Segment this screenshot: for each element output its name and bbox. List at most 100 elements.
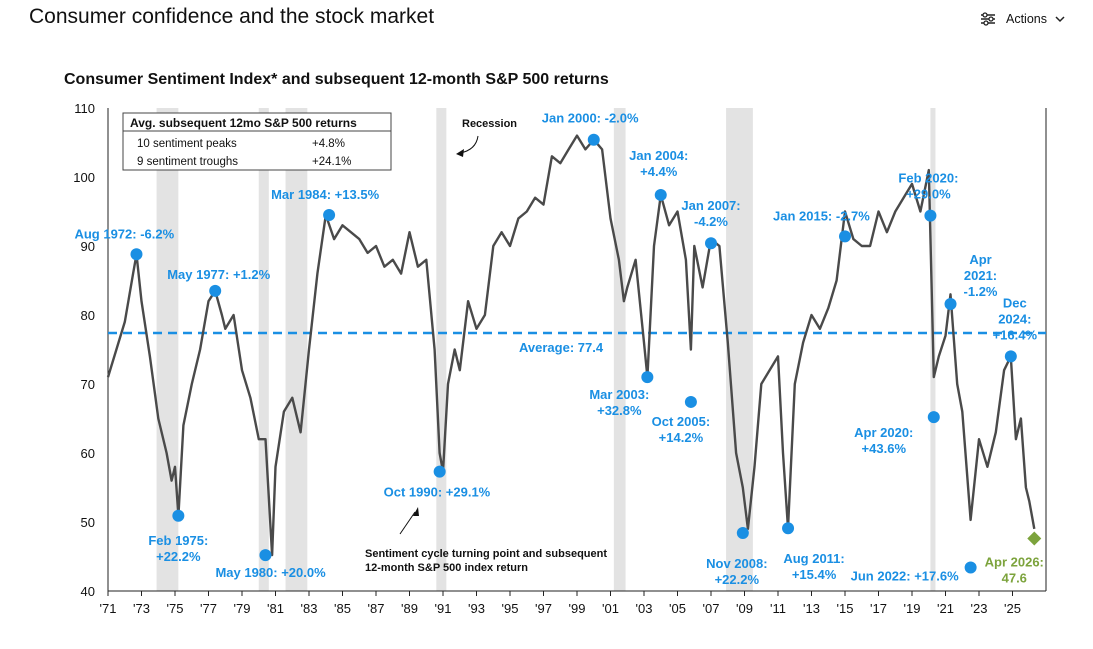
- turning-point: [1004, 350, 1017, 363]
- latest-marker: [1027, 531, 1042, 546]
- x-tick-label: '93: [468, 601, 485, 616]
- point-label: +16.4%: [993, 327, 1038, 342]
- x-tick-label: '85: [334, 601, 351, 616]
- point-label: Apr 2020:: [854, 425, 913, 440]
- table-row-label: 9 sentiment troughs: [137, 156, 238, 168]
- turning-point: [433, 465, 446, 478]
- x-tick-label: '19: [904, 601, 921, 616]
- latest-label-line: 47.6: [1002, 571, 1027, 586]
- recession-band: [436, 108, 447, 591]
- x-tick-label: '13: [803, 601, 820, 616]
- turning-point: [782, 522, 795, 535]
- point-label: Jan 2000: -2.0%: [542, 111, 639, 126]
- turning-point: [927, 411, 940, 424]
- point-label: Aug 2011:: [783, 551, 844, 566]
- series-line: [106, 134, 1036, 557]
- chart-title: Consumer Sentiment Index* and subsequent…: [64, 71, 609, 88]
- point-label: +32.8%: [597, 403, 642, 418]
- x-tick-label: '91: [435, 601, 452, 616]
- turning-point: [654, 188, 667, 201]
- turning-point: [209, 284, 222, 297]
- x-tick-label: '03: [636, 601, 653, 616]
- turning-point: [944, 297, 957, 310]
- x-tick-label: '07: [703, 601, 720, 616]
- chevron-down-icon: [1055, 16, 1065, 23]
- chart: Consumer Sentiment Index* and subsequent…: [64, 71, 1047, 616]
- point-label: Dec: [1003, 295, 1027, 310]
- point-label: Oct 2005:: [652, 414, 711, 429]
- table-header: Avg. subsequent 12mo S&P 500 returns: [130, 116, 357, 130]
- note-line: Sentiment cycle turning point and subseq…: [365, 548, 607, 560]
- point-label: Apr: [969, 252, 991, 267]
- x-tick-label: '25: [1004, 601, 1021, 616]
- average-label: Average: 77.4: [519, 340, 604, 355]
- turning-point: [323, 208, 336, 221]
- x-tick-label: '21: [937, 601, 954, 616]
- recession-bands: [156, 108, 936, 591]
- x-tick-label: '01: [602, 601, 619, 616]
- sliders-icon: [981, 12, 995, 26]
- point-label: May 1980: +20.0%: [215, 565, 326, 580]
- x-tick-label: '09: [736, 601, 753, 616]
- x-tick-label: '23: [971, 601, 988, 616]
- point-label: Jan 2004:: [629, 148, 688, 163]
- table-row-value: +4.8%: [312, 138, 345, 150]
- x-tick-label: '99: [569, 601, 586, 616]
- point-label: Jun 2022: +17.6%: [851, 569, 959, 584]
- turning-point: [736, 527, 749, 540]
- note-arrow: [399, 511, 416, 535]
- point-label: Oct 1990: +29.1%: [384, 485, 491, 500]
- page-header: Consumer confidence and the stock market…: [0, 0, 1093, 40]
- latest-label-line: Apr 2026:: [985, 555, 1044, 570]
- x-tick-label: '71: [100, 601, 117, 616]
- x-tick-label: '15: [837, 601, 854, 616]
- actions-button[interactable]: Actions: [980, 9, 1065, 29]
- y-tick-label: 110: [74, 101, 95, 116]
- table-row-value: +24.1%: [312, 156, 351, 168]
- actions-label: Actions: [1006, 12, 1047, 26]
- turning-point: [684, 395, 697, 408]
- point-label: Mar 1984: +13.5%: [271, 187, 379, 202]
- turning-point: [130, 248, 143, 261]
- point-label: +22.2%: [715, 572, 760, 587]
- point-label: Feb 2020:: [898, 171, 958, 186]
- point-label: Aug 1972: -6.2%: [74, 226, 174, 241]
- point-label: Mar 2003:: [589, 387, 649, 402]
- point-labels: Aug 1972: -6.2% Feb 1975: +22.2% May 1977: …: [74, 111, 1037, 587]
- recession-band: [613, 108, 626, 591]
- x-tick-label: '95: [502, 601, 519, 616]
- turning-point: [641, 371, 654, 384]
- point-label: Jan 2015: -2.7%: [773, 208, 870, 223]
- x-tick-label: '79: [234, 601, 251, 616]
- y-tick-label: 40: [81, 584, 95, 599]
- latest-label: Apr 2026:47.6: [985, 555, 1044, 586]
- x-tick-label: '11: [770, 601, 786, 616]
- y-tick-label: 100: [73, 170, 95, 185]
- point-label: May 1977: +1.2%: [167, 267, 270, 282]
- y-tick-label: 90: [81, 239, 95, 254]
- x-tick-label: '77: [200, 601, 217, 616]
- turning-point: [924, 209, 937, 222]
- x-tick-label: '83: [301, 601, 318, 616]
- point-label: Jan 2007:: [681, 198, 740, 213]
- x-tick-label: '73: [133, 601, 150, 616]
- returns-table: Avg. subsequent 12mo S&P 500 returns 10 …: [122, 112, 392, 171]
- x-tick-label: '81: [267, 601, 284, 616]
- turning-point: [839, 230, 851, 243]
- x-tick-label: '05: [669, 601, 686, 616]
- point-label: +29.0%: [906, 187, 951, 202]
- point-label: +4.4%: [640, 164, 678, 179]
- note-arrowhead: [413, 507, 419, 516]
- point-label: +43.6%: [862, 441, 907, 456]
- point-label: Feb 1975:: [148, 533, 208, 548]
- point-label: Nov 2008:: [706, 556, 767, 571]
- point-label: -1.2%: [964, 284, 998, 299]
- point-label: 2021:: [964, 268, 997, 283]
- turning-points: [130, 133, 1017, 574]
- point-label: -4.2%: [694, 214, 728, 229]
- y-tick-label: 70: [81, 377, 95, 392]
- turning-point: [259, 549, 272, 562]
- x-tick-label: '97: [535, 601, 552, 616]
- y-tick-labels: 40 50 60 70 80 90 100 110: [73, 101, 95, 599]
- recession-band: [258, 108, 269, 591]
